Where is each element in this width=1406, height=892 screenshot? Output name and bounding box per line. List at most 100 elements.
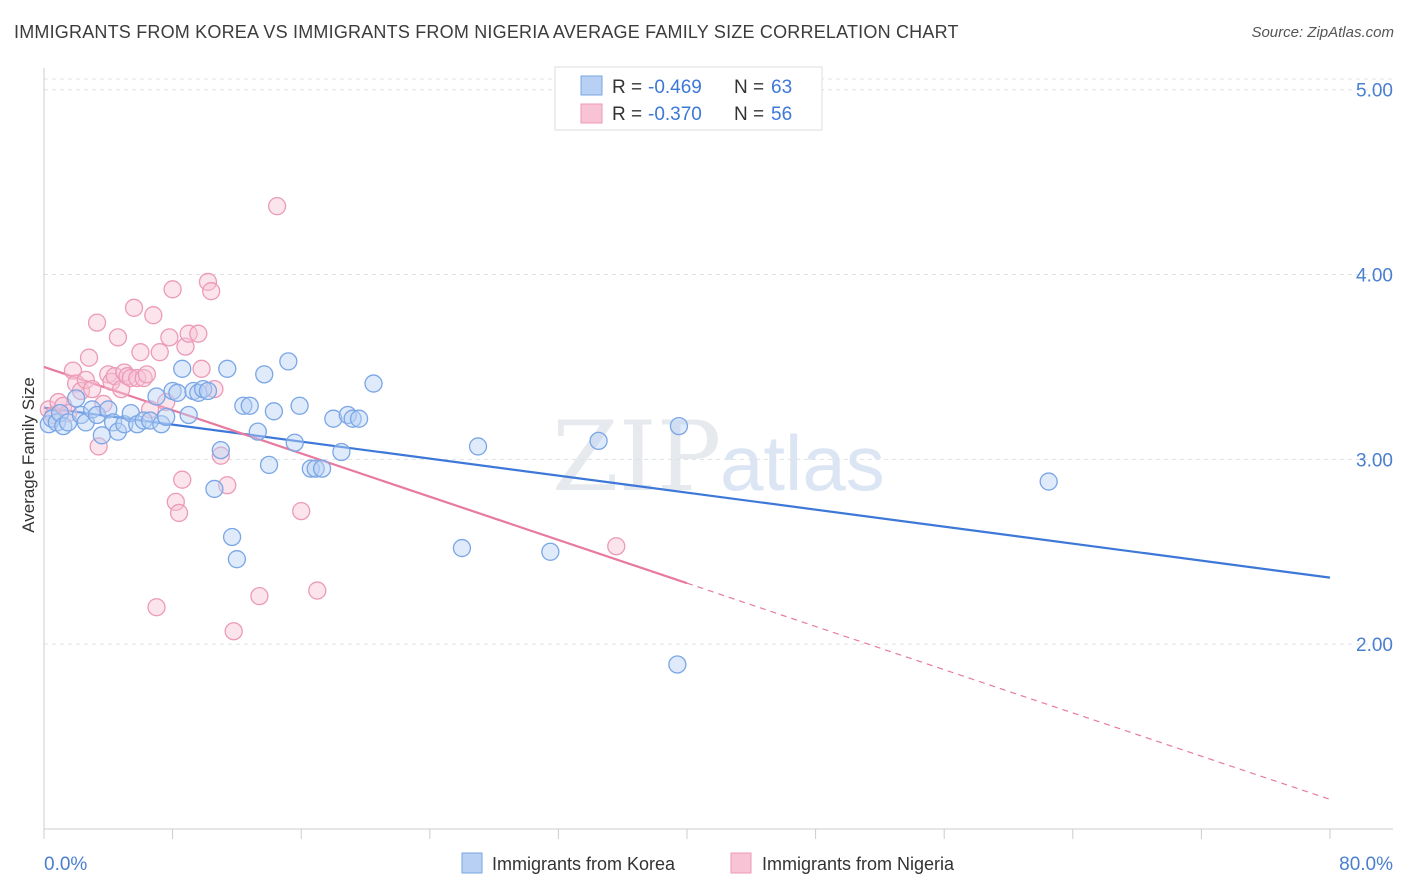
point-korea <box>198 381 218 401</box>
point-nigeria <box>169 503 189 523</box>
point-korea <box>157 407 176 427</box>
point-korea <box>173 359 192 378</box>
point-nigeria <box>192 359 211 378</box>
bottom-legend-swatch-nigeria <box>730 852 752 874</box>
point-korea <box>364 374 383 393</box>
point-korea <box>240 396 259 415</box>
point-nigeria <box>189 324 208 343</box>
point-korea <box>218 359 237 378</box>
point-korea <box>259 455 279 475</box>
y-tick-label: 3.00 <box>1356 450 1393 471</box>
data-points <box>39 197 1058 674</box>
point-nigeria <box>166 492 185 512</box>
y-tick-label: 2.00 <box>1356 635 1393 656</box>
point-nigeria <box>202 282 221 301</box>
source-credit: Source: ZipAtlas.com <box>1251 24 1394 41</box>
point-nigeria <box>102 372 121 391</box>
point-nigeria <box>163 280 182 299</box>
point-korea <box>589 431 608 451</box>
point-korea <box>312 459 332 478</box>
legend-nigeria-r-label: R = <box>612 104 642 125</box>
watermark-atlas: atlas <box>720 419 885 507</box>
legend-swatch-nigeria <box>580 103 603 124</box>
x-tick-label-max: 80.0% <box>1339 854 1393 875</box>
y-tick-labels: 2.00 3.00 4.00 5.00 <box>1356 81 1393 656</box>
point-korea <box>147 387 166 406</box>
point-korea <box>541 542 560 561</box>
bottom-legend-korea: Immigrants from Korea <box>492 854 676 874</box>
point-nigeria <box>131 343 150 362</box>
point-nigeria <box>173 470 192 489</box>
point-korea <box>324 409 343 428</box>
point-korea <box>343 409 362 428</box>
bottom-legend-nigeria: Immigrants from Nigeria <box>762 854 955 874</box>
point-korea <box>211 440 230 460</box>
y-tick-label: 5.00 <box>1356 81 1393 102</box>
point-korea <box>285 433 304 452</box>
legend-nigeria-n-value: 56 <box>771 104 792 125</box>
point-korea <box>279 352 298 371</box>
trend-line-korea <box>43 406 1331 579</box>
point-nigeria <box>128 368 147 388</box>
trend-line-nigeria-extension <box>686 582 1331 800</box>
point-nigeria <box>83 379 102 399</box>
point-korea <box>222 527 242 547</box>
legend-nigeria-n-label: N = <box>734 104 764 125</box>
point-korea <box>83 400 102 419</box>
point-nigeria <box>144 306 163 325</box>
point-korea <box>103 413 123 432</box>
point-nigeria <box>267 197 287 216</box>
point-korea <box>255 365 274 384</box>
point-nigeria <box>179 324 198 343</box>
point-korea <box>168 383 187 402</box>
point-korea <box>227 550 247 569</box>
point-nigeria <box>147 598 166 617</box>
point-korea <box>669 416 689 436</box>
point-korea <box>290 396 309 415</box>
x-tick-label-min: 0.0% <box>44 854 87 875</box>
point-nigeria <box>108 328 128 347</box>
point-nigeria <box>224 622 243 641</box>
bottom-legend-swatch-korea <box>461 852 483 874</box>
point-nigeria <box>150 343 169 362</box>
point-korea <box>87 405 107 425</box>
y-tick-label: 4.00 <box>1356 266 1393 287</box>
point-korea <box>306 459 325 478</box>
point-korea <box>248 422 267 441</box>
point-korea <box>67 389 86 408</box>
watermark-zip: ZIP <box>552 401 721 513</box>
point-nigeria <box>137 365 157 384</box>
point-nigeria <box>308 581 327 600</box>
point-nigeria <box>79 348 99 367</box>
point-nigeria <box>124 298 144 317</box>
point-nigeria <box>250 586 269 606</box>
bottom-legend: Immigrants from Korea Immigrants from Ni… <box>461 852 955 874</box>
legend: R = -0.469 N = 63 R = -0.370 N = 56 <box>554 66 823 131</box>
point-korea <box>234 396 253 415</box>
point-nigeria <box>87 313 107 332</box>
point-korea <box>468 437 488 456</box>
point-korea <box>115 415 134 434</box>
chart-title: IMMIGRANTS FROM KOREA VS IMMIGRANTS FROM… <box>14 22 959 42</box>
point-korea <box>452 538 472 558</box>
legend-korea-r-label: R = <box>612 77 642 98</box>
point-korea <box>134 411 153 430</box>
point-korea <box>179 405 198 425</box>
point-nigeria <box>94 394 113 414</box>
point-nigeria <box>160 328 179 347</box>
legend-nigeria-r-value: -0.370 <box>648 104 702 125</box>
point-korea <box>1039 472 1058 491</box>
legend-swatch-korea <box>580 75 603 96</box>
legend-korea-n-value: 63 <box>771 77 792 98</box>
point-nigeria <box>607 537 626 556</box>
legend-korea-n-label: N = <box>734 77 764 98</box>
point-korea <box>264 402 284 421</box>
point-korea <box>668 655 687 674</box>
point-nigeria <box>292 501 311 521</box>
point-korea <box>205 479 224 499</box>
point-nigeria <box>211 446 230 465</box>
axes <box>43 68 1393 839</box>
point-korea <box>349 409 369 428</box>
point-korea <box>332 442 351 462</box>
